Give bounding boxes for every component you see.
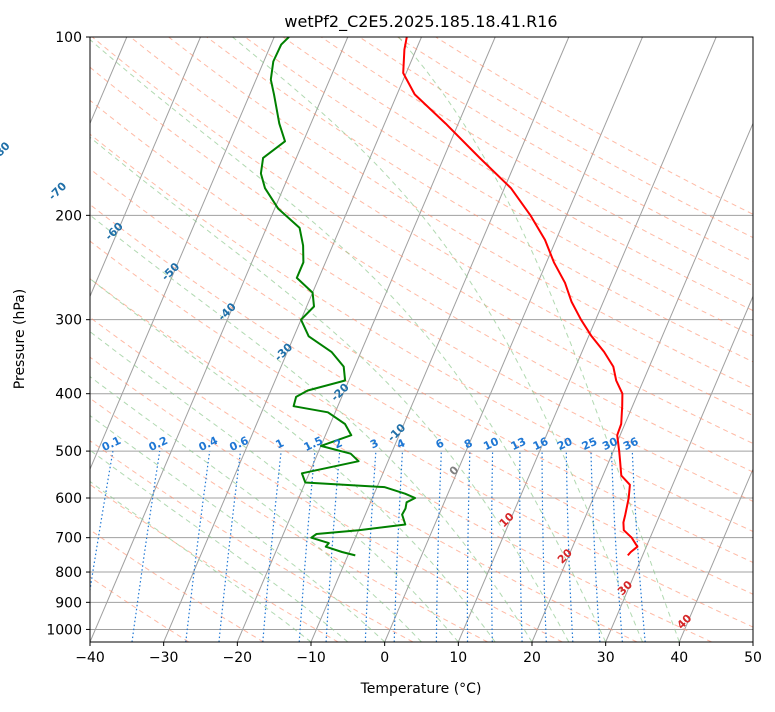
y-tick-label: 700 <box>55 531 82 547</box>
x-tick-label: −30 <box>149 650 179 666</box>
y-tick-label: 900 <box>55 595 82 611</box>
x-tick-label: 0 <box>380 650 389 666</box>
y-tick-label: 600 <box>55 491 82 507</box>
y-tick-label: 200 <box>55 208 82 224</box>
y-tick-label: 400 <box>55 387 82 403</box>
x-tick-label: −10 <box>296 650 326 666</box>
y-tick-label: 500 <box>55 444 82 460</box>
x-tick-label: 10 <box>449 650 467 666</box>
x-axis-title: Temperature (°C) <box>360 681 482 697</box>
y-tick-label: 300 <box>55 313 82 329</box>
x-tick-label: 20 <box>523 650 541 666</box>
y-tick-label: 100 <box>55 30 82 46</box>
x-tick-label: −20 <box>223 650 253 666</box>
x-tick-label: 40 <box>670 650 688 666</box>
y-tick-label: 800 <box>55 565 82 581</box>
y-axis-title: Pressure (hPa) <box>12 289 28 389</box>
x-tick-label: −40 <box>75 650 105 666</box>
y-tick-label: 1000 <box>46 622 82 638</box>
x-tick-label: 30 <box>597 650 615 666</box>
x-tick-label: 50 <box>744 650 762 666</box>
chart-title: wetPf2_C2E5.2025.185.18.41.R16 <box>284 12 557 32</box>
